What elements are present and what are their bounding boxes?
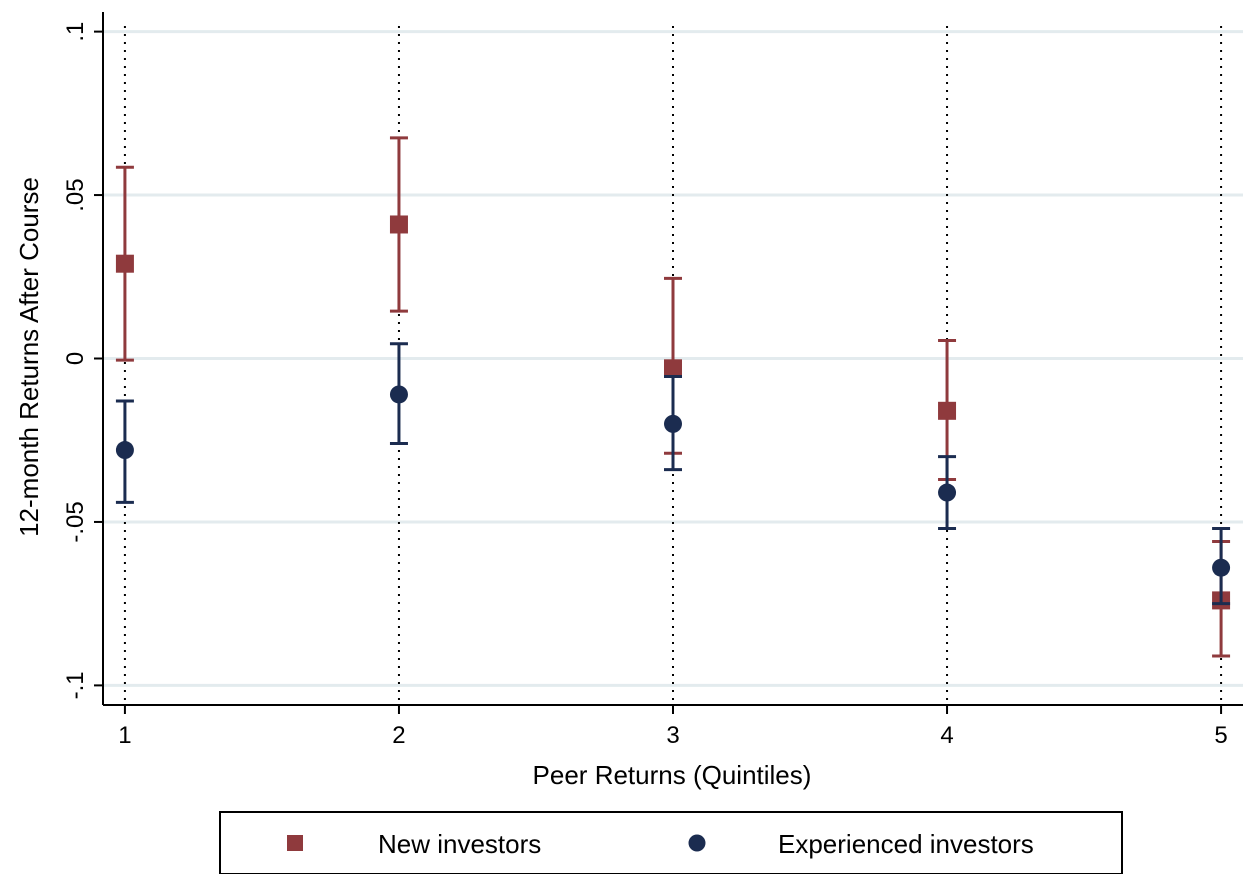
legend: New investors Experienced investors xyxy=(219,811,1123,874)
y-axis-title: 12-month Returns After Course xyxy=(14,177,44,537)
x-tick-label: 3 xyxy=(666,722,679,749)
x-tick-label: 1 xyxy=(118,722,131,749)
legend-label-experienced-investors: Experienced investors xyxy=(778,829,1034,859)
x-tick-label: 2 xyxy=(392,722,405,749)
ticks: .1 .05 0 -.05 -.1 1 2 3 4 5 xyxy=(62,22,1228,749)
y-tick-label: .1 xyxy=(62,22,89,42)
data-point xyxy=(1212,558,1231,577)
x-axis-title: Peer Returns (Quintiles) xyxy=(533,760,812,790)
data-point xyxy=(664,414,682,433)
y-tick-label: .05 xyxy=(62,178,89,211)
data-point xyxy=(115,441,134,460)
series xyxy=(115,136,1231,658)
data-point xyxy=(938,483,957,502)
data-point xyxy=(389,215,408,234)
data-point xyxy=(115,254,134,273)
data-point xyxy=(389,385,408,404)
series-1 xyxy=(115,342,1231,606)
legend-box xyxy=(219,811,1123,874)
legend-marker-experienced-investors xyxy=(688,834,706,852)
y-tick-label: 0 xyxy=(62,352,89,365)
y-tick-label: -.05 xyxy=(62,501,89,542)
data-point xyxy=(664,359,682,378)
data-point xyxy=(938,401,957,420)
legend-label-new-investors: New investors xyxy=(378,829,541,859)
legend-marker-new-investors xyxy=(287,835,303,851)
x-tick-label: 4 xyxy=(940,722,953,749)
y-tick-label: -.1 xyxy=(62,671,89,699)
x-tick-label: 5 xyxy=(1214,722,1227,749)
